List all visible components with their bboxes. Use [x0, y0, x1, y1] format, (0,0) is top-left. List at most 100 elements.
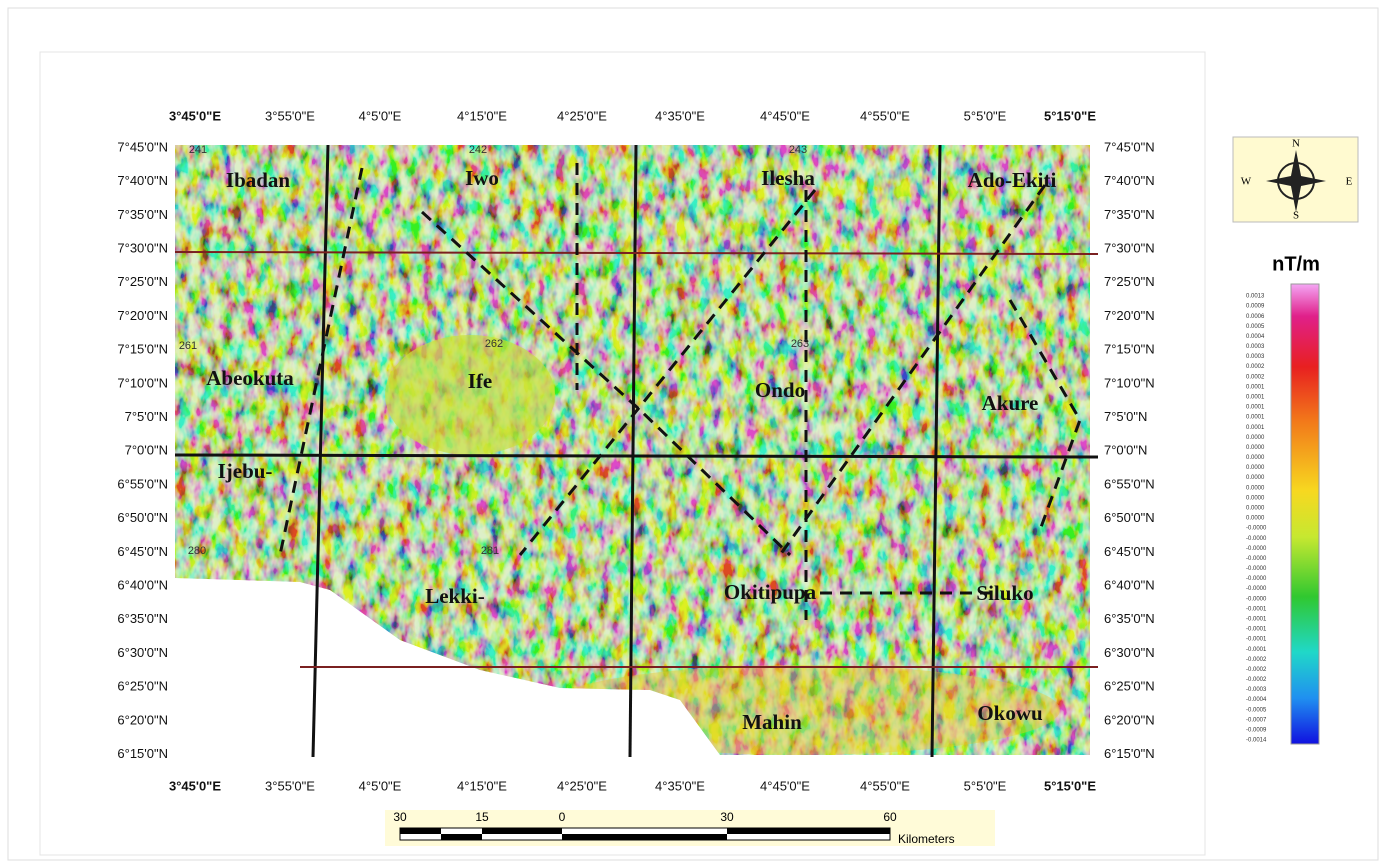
latitude-label: 7°10'0"N [1104, 375, 1155, 390]
longitude-label: 3°45'0"E [169, 108, 221, 123]
legend-label: -0.0002 [1246, 677, 1267, 683]
latitude-label: 7°25'0"N [117, 274, 168, 289]
latitude-label: 7°10'0"N [117, 375, 168, 390]
place-name: Mahin [742, 710, 802, 734]
scale-tick: 0 [559, 810, 566, 824]
legend-label: -0.0000 [1246, 526, 1267, 532]
place-name: Abeokuta [206, 366, 294, 390]
place-name: Siluko [976, 581, 1033, 605]
brown-lines [174, 251, 1099, 668]
legend-label: 0.0003 [1246, 344, 1265, 350]
place-name: Ibadan [226, 168, 291, 192]
sheet-number: 262 [485, 338, 503, 350]
place-name: Ilesha [761, 166, 815, 190]
longitude-label: 4°55'0"E [860, 108, 910, 123]
latitude-label: 7°25'0"N [1104, 274, 1155, 289]
legend-label: 0.0001 [1246, 405, 1265, 411]
latitude-label: 6°30'0"N [117, 645, 168, 660]
sheet-number: 280 [188, 545, 206, 557]
legend-label: 0.0000 [1246, 505, 1265, 511]
longitude-label: 5°15'0"E [1044, 778, 1096, 793]
longitude-label: 4°45'0"E [760, 108, 810, 123]
place-name: Okitipupa [724, 580, 817, 604]
legend-label: -0.0009 [1246, 727, 1267, 733]
latitude-label: 7°15'0"N [1104, 342, 1155, 357]
latitude-label: 6°50'0"N [1104, 510, 1155, 525]
latitude-label: 7°40'0"N [1104, 173, 1155, 188]
longitude-label: 4°25'0"E [557, 108, 607, 123]
latitude-label: 7°30'0"N [117, 241, 168, 256]
latitude-label: 7°5'0"N [125, 409, 168, 424]
legend-label: 0.0000 [1246, 435, 1265, 441]
longitude-label: 4°35'0"E [655, 778, 705, 793]
sheet-number: 242 [469, 144, 487, 156]
legend-label: -0.0000 [1246, 546, 1267, 552]
legend-label: 0.0001 [1246, 394, 1265, 400]
longitude-label: 4°45'0"E [760, 778, 810, 793]
legend-title: nT/m [1272, 253, 1320, 275]
legend-label: -0.0001 [1246, 637, 1267, 643]
latitude-label: 7°20'0"N [117, 308, 168, 323]
legend-label: -0.0014 [1246, 738, 1267, 744]
legend-label: -0.0001 [1246, 627, 1267, 633]
scale-tick: 60 [883, 810, 897, 824]
legend-label: 0.0001 [1246, 425, 1265, 431]
compass-e: E [1346, 176, 1353, 188]
place-name: Ife [468, 369, 493, 393]
place-name: Iwo [465, 166, 499, 190]
legend-label: -0.0000 [1246, 576, 1267, 582]
sheet-number: 263 [791, 338, 809, 350]
legend-label: -0.0004 [1246, 697, 1267, 703]
legend-label: -0.0000 [1246, 586, 1267, 592]
longitude-label: 5°15'0"E [1044, 108, 1096, 123]
legend-label: 0.0000 [1246, 455, 1265, 461]
latitude-label: 7°35'0"N [1104, 207, 1155, 222]
longitude-label: 4°5'0"E [359, 108, 402, 123]
place-name: Akure [982, 391, 1039, 415]
legend-label: 0.0002 [1246, 364, 1265, 370]
longitude-label: 3°55'0"E [265, 108, 315, 123]
latitude-label: 7°0'0"N [125, 443, 168, 458]
latitude-label: 6°20'0"N [1104, 712, 1155, 727]
latitude-label: 6°40'0"N [117, 578, 168, 593]
compass-n: N [1292, 138, 1300, 150]
legend-label: 0.0009 [1246, 304, 1265, 310]
longitude-label: 3°55'0"E [265, 778, 315, 793]
legend-label: 0.0002 [1246, 374, 1265, 380]
legend-label: 0.0000 [1246, 516, 1265, 522]
latitude-label: 6°55'0"N [1104, 476, 1155, 491]
legend-label: 0.0001 [1246, 384, 1265, 390]
legend-label: -0.0000 [1246, 556, 1267, 562]
latitude-label: 7°40'0"N [117, 173, 168, 188]
scale-bar [385, 810, 995, 846]
sheet-number: 243 [789, 144, 807, 156]
compass-w: W [1241, 176, 1252, 188]
scale-tick: 15 [475, 810, 489, 824]
grid-lines [174, 144, 1099, 758]
latitude-label: 6°45'0"N [1104, 544, 1155, 559]
legend-colorbar [1290, 283, 1320, 745]
longitude-label: 5°5'0"E [964, 778, 1007, 793]
legend-label: 0.0006 [1246, 314, 1265, 320]
place-name: Ondo [755, 378, 805, 402]
longitude-label: 4°15'0"E [457, 108, 507, 123]
legend-label: 0.0000 [1246, 465, 1265, 471]
legend-label: -0.0000 [1246, 536, 1267, 542]
legend-label: -0.0000 [1246, 566, 1267, 572]
scale-tick: 30 [393, 810, 407, 824]
latitude-label: 6°15'0"N [117, 746, 168, 761]
legend-label: -0.0001 [1246, 606, 1267, 612]
place-name: Okowu [977, 701, 1043, 725]
latitude-label: 6°25'0"N [1104, 679, 1155, 694]
legend-label: 0.0001 [1246, 415, 1265, 421]
latitude-label: 7°45'0"N [117, 139, 168, 154]
sheet-number: 241 [189, 144, 207, 156]
longitude-label: 4°35'0"E [655, 108, 705, 123]
legend-label: -0.0002 [1246, 667, 1267, 673]
latitude-label: 6°55'0"N [117, 476, 168, 491]
longitude-label: 3°45'0"E [169, 778, 221, 793]
latitude-label: 6°25'0"N [117, 679, 168, 694]
latitude-label: 6°15'0"N [1104, 746, 1155, 761]
legend-label: -0.0003 [1246, 687, 1267, 693]
